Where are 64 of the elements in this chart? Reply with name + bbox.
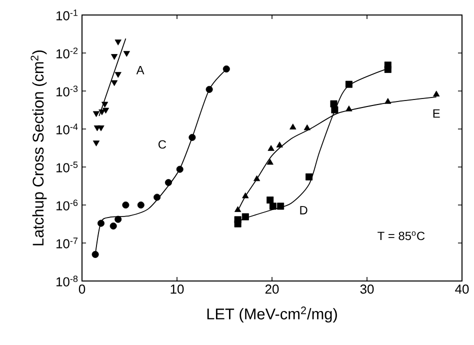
point xyxy=(92,140,100,146)
point xyxy=(114,40,122,46)
point xyxy=(330,100,338,108)
point xyxy=(253,175,260,182)
point xyxy=(188,134,196,141)
point xyxy=(234,206,242,212)
point xyxy=(122,202,130,209)
x-tick-label: 10 xyxy=(170,284,184,294)
point xyxy=(306,173,313,180)
point xyxy=(346,106,352,112)
series-label: D xyxy=(300,206,308,214)
point xyxy=(345,80,352,88)
y-tick-label: 10$^{-4}$ xyxy=(56,124,78,134)
series-label: C xyxy=(158,140,166,149)
y-tick-label: 10$^{-1}$ xyxy=(56,10,78,20)
point xyxy=(384,98,392,104)
series-label: A xyxy=(136,66,144,74)
point xyxy=(222,65,230,72)
point xyxy=(98,125,104,132)
x-tick-label: 20 xyxy=(265,284,279,294)
point xyxy=(110,222,117,230)
point xyxy=(277,202,284,210)
point xyxy=(98,220,105,227)
y-tick-label: 10$^{-8}$ xyxy=(56,276,78,286)
point xyxy=(266,158,274,165)
point xyxy=(242,192,249,198)
point xyxy=(102,108,110,114)
point xyxy=(92,250,99,258)
annotation: T = 85$^{o}$C xyxy=(378,231,425,240)
y-tick-label: 10$^{-3}$ xyxy=(56,86,78,96)
x-axis-title: LET (MeV-cm$^{2}$/mg) xyxy=(207,306,337,322)
point xyxy=(269,202,276,210)
point xyxy=(206,86,213,93)
y-tick-label: 10$^{-5}$ xyxy=(56,162,78,172)
point xyxy=(290,124,296,130)
point xyxy=(114,72,122,78)
point xyxy=(276,142,283,148)
point xyxy=(304,124,310,130)
point xyxy=(242,213,249,220)
point xyxy=(266,196,274,204)
point xyxy=(123,51,130,57)
point xyxy=(433,90,440,96)
point xyxy=(114,216,122,223)
point xyxy=(384,66,392,73)
x-tick-label: 30 xyxy=(360,284,374,294)
y-tick-label: 10$^{-2}$ xyxy=(56,48,78,58)
point xyxy=(176,166,184,173)
point xyxy=(137,202,144,209)
point xyxy=(268,145,274,151)
point xyxy=(101,102,108,108)
point xyxy=(98,109,106,116)
y-tick-label: 10$^{-7}$ xyxy=(56,238,78,248)
point xyxy=(331,106,338,114)
y-axis-title: Latchup Cross Section (cm$^{2}$) xyxy=(30,50,47,246)
point xyxy=(154,194,161,201)
x-tick-label: 0 xyxy=(78,284,86,294)
series-label: E xyxy=(433,109,440,118)
point xyxy=(110,54,118,60)
x-tick-label: 40 xyxy=(455,284,469,294)
point xyxy=(110,80,118,86)
y-tick-label: 10$^{-6}$ xyxy=(56,200,78,210)
point xyxy=(164,179,172,186)
point xyxy=(234,216,242,224)
point xyxy=(92,111,100,118)
